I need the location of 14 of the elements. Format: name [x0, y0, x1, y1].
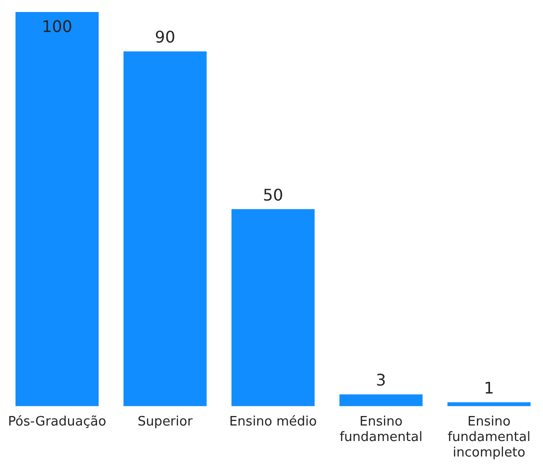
data-label: 50 — [262, 185, 284, 204]
x-tick-label: Superior — [138, 414, 194, 430]
bar — [339, 394, 423, 406]
data-label: 100 — [42, 17, 72, 36]
bar — [231, 209, 315, 406]
x-tick-label: Ensino médio — [229, 414, 317, 430]
x-tick-label: Pós-Graduação — [8, 414, 106, 430]
data-label: 1 — [484, 378, 494, 398]
bar — [124, 51, 207, 406]
bar — [16, 12, 99, 406]
x-tick-label: Ensino fundamental incompleto — [448, 414, 530, 461]
data-label: 90 — [154, 28, 176, 47]
x-tick-label: Ensino fundamental — [340, 414, 422, 445]
data-label: 3 — [376, 370, 386, 390]
